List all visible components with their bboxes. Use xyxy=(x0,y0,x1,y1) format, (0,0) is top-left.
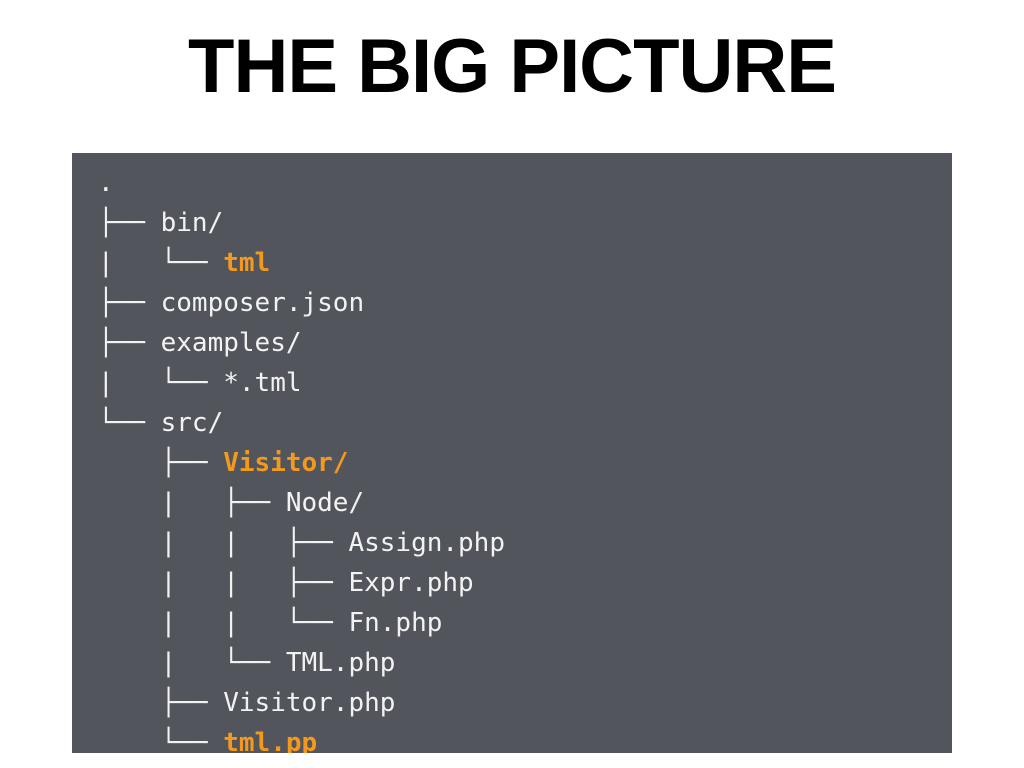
tree-branch-prefix: | └── xyxy=(98,248,224,278)
tree-branch-prefix: ├── xyxy=(98,688,224,718)
tree-entry: | | └── Fn.php xyxy=(98,603,505,643)
tree-branch-prefix: ├── xyxy=(98,208,161,238)
tree-branch-prefix: ├── xyxy=(98,328,161,358)
tree-entry: ├── bin/ xyxy=(98,203,505,243)
tree-entry-name-highlighted: Visitor/ xyxy=(223,448,349,478)
tree-entry-name: examples/ xyxy=(160,328,302,358)
tree-entry-name: bin/ xyxy=(160,208,224,238)
tree-branch-prefix: ├── xyxy=(98,448,224,478)
tree-branch-prefix: └── xyxy=(98,728,224,753)
tree-branch-prefix: | └── xyxy=(98,648,286,678)
tree-entry-name: Assign.php xyxy=(348,528,505,558)
tree-entry-name-highlighted: tml xyxy=(223,248,271,278)
tree-entry: ├── Visitor.php xyxy=(98,683,505,723)
tree-entry: | └── TML.php xyxy=(98,643,505,683)
directory-tree: . ├── bin/| └── tml ├── composer.json ├── e… xyxy=(98,163,505,753)
tree-entry: | | ├── Assign.php xyxy=(98,523,505,563)
tree-entry: | └── *.tml xyxy=(98,363,505,403)
directory-tree-panel: . ├── bin/| └── tml ├── composer.json ├── e… xyxy=(72,153,952,753)
tree-entry: └── src/ xyxy=(98,403,505,443)
tree-branch-prefix: ├── xyxy=(98,288,161,318)
tree-entry: └── tml.pp xyxy=(98,723,505,753)
tree-branch-prefix: | └── xyxy=(98,368,224,398)
tree-entry-name: Visitor.php xyxy=(223,688,396,718)
tree-entry-name: Fn.php xyxy=(348,608,443,638)
tree-entry: . xyxy=(98,163,505,203)
tree-entry-name: src/ xyxy=(160,408,224,438)
tree-entry: | └── tml xyxy=(98,243,505,283)
slide-title: THE BIG PICTURE xyxy=(188,24,837,109)
tree-branch-prefix: | | ├── xyxy=(98,568,349,598)
tree-branch-prefix: | ├── xyxy=(98,488,286,518)
tree-entry-name: *.tml xyxy=(223,368,302,398)
tree-branch-prefix: └── xyxy=(98,408,161,438)
tree-entry-name: TML.php xyxy=(285,648,396,678)
tree-entry-name: Node/ xyxy=(285,488,365,518)
tree-branch-prefix: | | ├── xyxy=(98,528,349,558)
tree-entry: ├── examples/ xyxy=(98,323,505,363)
tree-entry: | ├── Node/ xyxy=(98,483,505,523)
tree-branch-prefix: | | └── xyxy=(98,608,349,638)
tree-entry: ├── Visitor/ xyxy=(98,443,505,483)
tree-entry: | | ├── Expr.php xyxy=(98,563,505,603)
tree-entry-name: Expr.php xyxy=(348,568,474,598)
tree-entry-name: . xyxy=(98,168,114,198)
tree-entry-name-highlighted: tml.pp xyxy=(223,728,318,753)
tree-entry-name: composer.json xyxy=(160,288,365,318)
tree-entry: ├── composer.json xyxy=(98,283,505,323)
